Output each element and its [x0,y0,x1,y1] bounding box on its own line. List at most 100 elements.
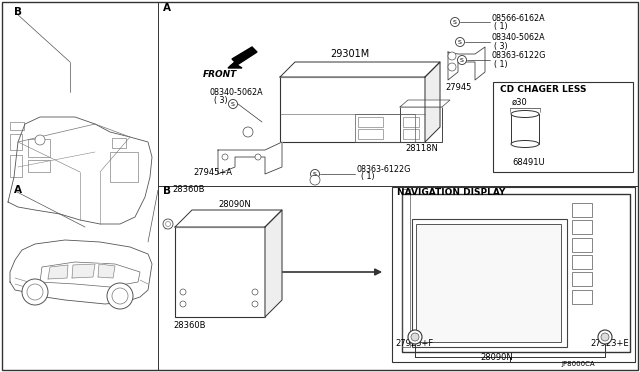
Text: 08566-6162A: 08566-6162A [492,13,546,22]
Text: 27923+F: 27923+F [395,340,433,349]
Bar [392,187,635,362]
Circle shape [456,38,465,46]
Text: B: B [14,7,22,17]
Polygon shape [228,47,257,68]
Polygon shape [10,240,152,304]
Circle shape [252,301,258,307]
Bar [280,77,425,142]
Bar [416,224,561,342]
Text: 08363-6122G: 08363-6122G [357,164,412,173]
Text: 28118N: 28118N [405,144,438,153]
Ellipse shape [511,110,539,118]
Text: A: A [14,185,22,195]
Bar [110,152,138,182]
Circle shape [408,330,422,344]
Circle shape [112,288,128,304]
Circle shape [228,99,237,109]
Text: 08363-6122G: 08363-6122G [492,51,547,60]
Bar [403,117,419,127]
Text: 29301M: 29301M [330,49,369,59]
Bar [355,114,415,142]
Text: 08340-5062A: 08340-5062A [210,87,264,96]
Text: 28360B: 28360B [172,185,205,193]
Text: ( 3): ( 3) [214,96,228,105]
Bar [403,129,419,139]
Text: 27945: 27945 [445,83,472,92]
Bar [572,203,592,217]
Circle shape [458,55,467,64]
Bar [28,139,50,157]
Text: S: S [313,171,317,176]
Circle shape [252,289,258,295]
Bar [10,134,22,150]
Text: ( 1): ( 1) [494,60,508,68]
Polygon shape [448,47,485,80]
Circle shape [598,330,612,344]
Polygon shape [72,264,95,278]
Circle shape [243,127,253,137]
Circle shape [451,17,460,26]
Text: ø30: ø30 [512,97,528,106]
Bar [572,290,592,304]
Bar [358,129,383,139]
Polygon shape [400,100,450,107]
Polygon shape [48,265,68,279]
Text: B: B [163,186,171,196]
Bar [28,160,50,172]
Circle shape [255,154,261,160]
Circle shape [222,154,228,160]
Polygon shape [218,142,282,174]
Bar [112,138,126,148]
Text: S: S [460,58,464,62]
Text: CD CHAGER LESS: CD CHAGER LESS [500,84,586,93]
Bar [493,82,633,172]
Circle shape [448,63,456,71]
Bar [572,220,592,234]
Polygon shape [265,210,282,317]
Text: 27923+E: 27923+E [590,340,628,349]
Polygon shape [175,210,282,227]
Circle shape [166,221,170,227]
Text: FRONT: FRONT [203,70,237,78]
Polygon shape [8,117,152,224]
Text: 08340-5062A: 08340-5062A [492,32,546,42]
Circle shape [22,279,48,305]
Polygon shape [280,62,440,77]
Bar [10,122,24,130]
Polygon shape [425,62,440,142]
Bar [412,219,567,347]
Text: NAVIGATION DISPLAY: NAVIGATION DISPLAY [397,187,506,196]
Circle shape [107,283,133,309]
Polygon shape [98,264,115,278]
Ellipse shape [511,141,539,148]
Circle shape [601,333,609,341]
Circle shape [411,333,419,341]
Circle shape [163,219,173,229]
Text: 28090N: 28090N [218,199,251,208]
Bar [572,272,592,286]
Text: JP8000CA: JP8000CA [561,361,595,367]
Text: ( 1): ( 1) [494,22,508,31]
Text: A: A [163,3,171,13]
Bar [572,238,592,252]
Bar [10,155,22,177]
Polygon shape [40,262,140,287]
Bar [572,255,592,269]
Circle shape [27,284,43,300]
Circle shape [180,301,186,307]
Bar [402,189,410,347]
Text: ( 3): ( 3) [494,42,508,51]
Circle shape [310,170,319,179]
Bar [358,117,383,127]
Circle shape [180,289,186,295]
Circle shape [35,135,45,145]
Text: 28360B: 28360B [173,321,205,330]
Text: S: S [453,19,457,25]
Text: 28090N: 28090N [480,353,513,362]
Text: 27945+A: 27945+A [193,167,232,176]
Bar [402,194,630,352]
Text: S: S [231,102,235,106]
Bar [400,107,442,142]
Text: S: S [458,39,462,45]
Circle shape [448,52,456,60]
